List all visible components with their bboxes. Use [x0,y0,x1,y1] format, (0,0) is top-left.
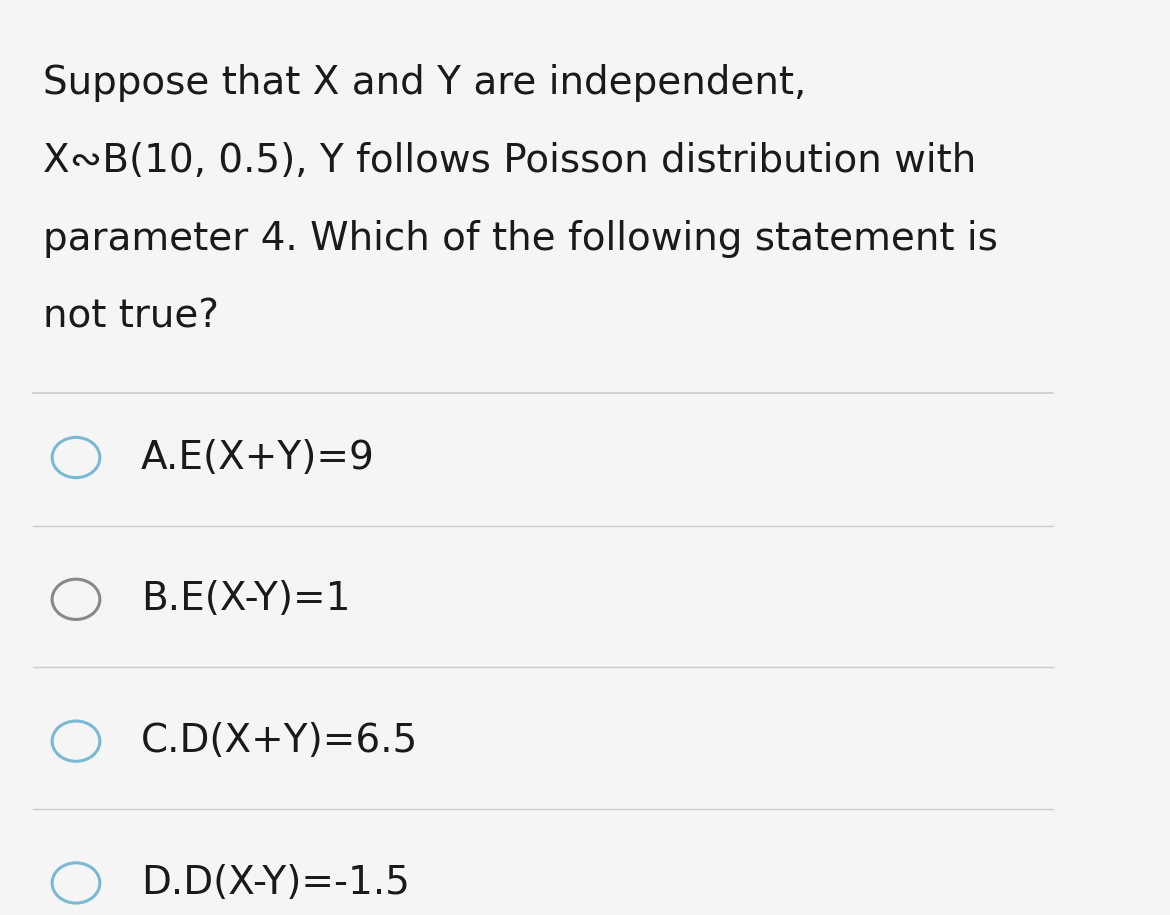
Text: parameter 4. Which of the following statement is: parameter 4. Which of the following stat… [43,220,998,258]
Text: X∾B(10, 0.5), Y follows Poisson distribution with: X∾B(10, 0.5), Y follows Poisson distribu… [43,142,977,180]
Text: C.D(X+Y)=6.5: C.D(X+Y)=6.5 [142,722,419,760]
Text: D.D(X-Y)=-1.5: D.D(X-Y)=-1.5 [142,864,409,902]
Text: B.E(X-Y)=1: B.E(X-Y)=1 [142,580,351,619]
Text: Suppose that X and Y are independent,: Suppose that X and Y are independent, [43,64,806,102]
Text: not true?: not true? [43,297,220,336]
Text: A.E(X+Y)=9: A.E(X+Y)=9 [142,438,376,477]
